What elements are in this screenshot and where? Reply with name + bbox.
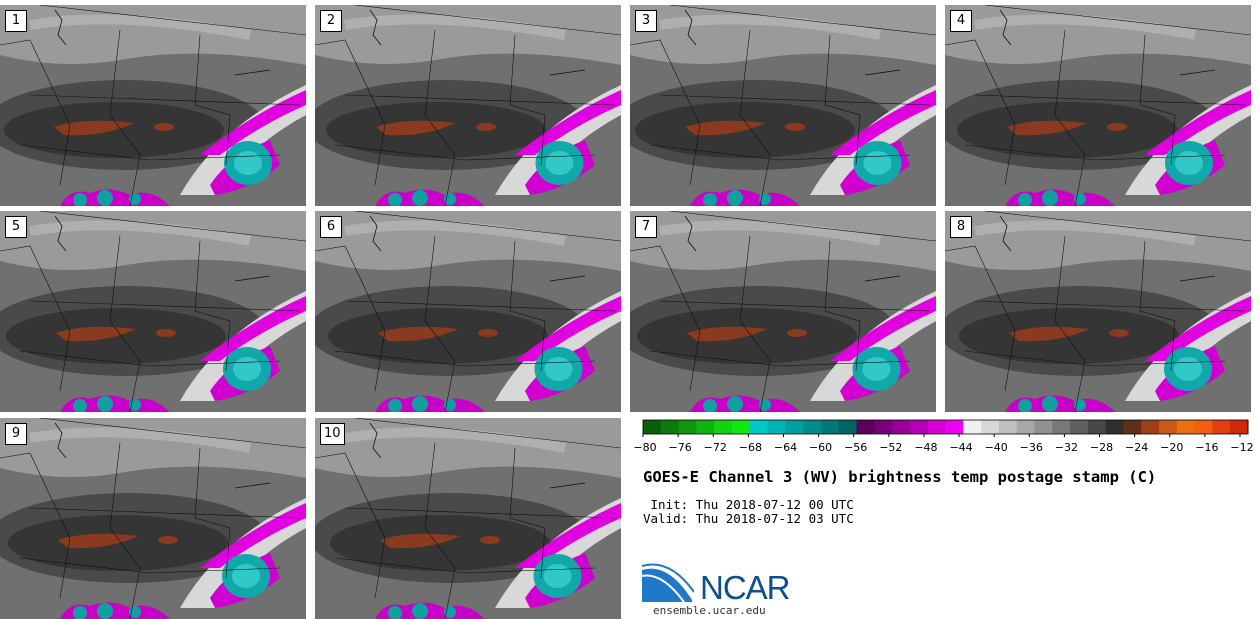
colorbar-swatch bbox=[643, 420, 662, 434]
colorbar-swatch bbox=[803, 420, 822, 434]
valid-time: Valid: Thu 2018-07-12 03 UTC bbox=[643, 511, 854, 526]
colorbar-swatch bbox=[963, 420, 982, 434]
colorbar-swatch bbox=[927, 420, 946, 434]
member-number-label: 4 bbox=[950, 10, 972, 32]
postage-stamp-panel: 5 bbox=[0, 211, 306, 412]
colorbar-swatch bbox=[909, 420, 929, 434]
colorbar-tick-label: −72 bbox=[704, 441, 727, 454]
colorbar-swatch bbox=[1194, 420, 1213, 434]
colorbar-tick-label: −56 bbox=[844, 441, 867, 454]
colorbar-swatch bbox=[785, 420, 804, 434]
postage-stamp-panel: 2 bbox=[315, 5, 621, 206]
colorbar-swatch bbox=[1034, 420, 1053, 434]
colorbar-swatch bbox=[1141, 420, 1160, 434]
member-number-label: 6 bbox=[320, 216, 342, 238]
colorbar-tick-label: −52 bbox=[879, 441, 902, 454]
colorbar-tick-label: −24 bbox=[1125, 441, 1148, 454]
colorbar-swatch bbox=[660, 420, 680, 434]
colorbar-swatch bbox=[1230, 420, 1249, 434]
colorbar-swatch bbox=[1105, 420, 1124, 434]
ncar-logo-icon bbox=[642, 563, 694, 603]
colorbar-swatch bbox=[892, 420, 911, 434]
member-number-label: 9 bbox=[5, 423, 27, 445]
colorbar-tick-label: −60 bbox=[809, 441, 832, 454]
site-url: ensemble.ucar.edu bbox=[653, 604, 766, 617]
water-vapor-map bbox=[630, 211, 936, 412]
member-number-label: 1 bbox=[5, 10, 27, 32]
water-vapor-map bbox=[0, 418, 306, 619]
water-vapor-map bbox=[315, 418, 621, 619]
colorbar-tick-label: −68 bbox=[739, 441, 762, 454]
colorbar-tick-label: −48 bbox=[914, 441, 937, 454]
colorbar-swatch bbox=[945, 420, 964, 434]
colorbar-tick-label: −16 bbox=[1195, 441, 1218, 454]
colorbar-tick-label: −44 bbox=[949, 441, 972, 454]
postage-stamp-panel: 8 bbox=[945, 211, 1251, 412]
postage-stamp-panel: 9 bbox=[0, 418, 306, 619]
colorbar-tick-label: −76 bbox=[669, 441, 692, 454]
colorbar-swatch bbox=[767, 420, 786, 434]
colorbar-swatch bbox=[678, 420, 697, 434]
postage-stamp-panel: 10 bbox=[315, 418, 621, 619]
colorbar-swatch bbox=[1016, 420, 1035, 434]
init-time: Init: Thu 2018-07-12 00 UTC bbox=[643, 497, 854, 512]
member-number-label: 7 bbox=[635, 216, 657, 238]
colorbar-swatch bbox=[1087, 420, 1107, 434]
member-number-label: 3 bbox=[635, 10, 657, 32]
colorbar-swatch bbox=[998, 420, 1018, 434]
colorbar-swatch bbox=[838, 420, 858, 434]
chart-title: GOES-E Channel 3 (WV) brightness temp po… bbox=[643, 468, 1157, 486]
colorbar-swatch bbox=[1052, 420, 1071, 434]
water-vapor-map bbox=[315, 211, 621, 412]
colorbar-swatch bbox=[731, 420, 751, 434]
postage-stamp-panel: 7 bbox=[630, 211, 936, 412]
water-vapor-map bbox=[0, 211, 306, 412]
colorbar-swatch bbox=[749, 420, 769, 434]
colorbar-swatch bbox=[1159, 420, 1178, 434]
colorbar-tick-label: −64 bbox=[774, 441, 797, 454]
postage-stamp-panel: 4 bbox=[945, 5, 1251, 206]
colorbar-tick-label: −28 bbox=[1090, 441, 1113, 454]
colorbar-swatch bbox=[1212, 420, 1231, 434]
colorbar-swatch bbox=[856, 420, 875, 434]
colorbar-tick-label: −12 bbox=[1230, 441, 1253, 454]
colorbar-tick-label: −40 bbox=[985, 441, 1008, 454]
member-number-label: 10 bbox=[320, 423, 345, 445]
member-number-label: 2 bbox=[320, 10, 342, 32]
colorbar-swatch bbox=[1176, 420, 1196, 434]
member-number-label: 5 bbox=[5, 216, 27, 238]
water-vapor-map bbox=[315, 5, 621, 206]
water-vapor-map bbox=[0, 5, 306, 206]
colorbar-swatch bbox=[714, 420, 733, 434]
ncar-logo-text: NCAR bbox=[700, 569, 791, 606]
colorbar-tick-label: −80 bbox=[633, 441, 656, 454]
postage-stamp-panel: 6 bbox=[315, 211, 621, 412]
postage-stamp-panel: 1 bbox=[0, 5, 306, 206]
colorbar-tick-label: −36 bbox=[1020, 441, 1043, 454]
colorbar: −80 −76 −72 −68 −64 −60 −56 −52 −48 −44 −40 −36 −32−… bbox=[633, 419, 1258, 460]
colorbar-swatch bbox=[981, 420, 1000, 434]
colorbar-tick-label: −20 bbox=[1160, 441, 1183, 454]
colorbar-swatch bbox=[820, 420, 840, 434]
colorbar-swatch bbox=[696, 420, 715, 434]
colorbar-swatch bbox=[1123, 420, 1142, 434]
water-vapor-map bbox=[945, 211, 1251, 412]
water-vapor-map bbox=[945, 5, 1251, 206]
colorbar-swatch bbox=[874, 420, 893, 434]
water-vapor-map bbox=[630, 5, 936, 206]
postage-stamp-panel: 3 bbox=[630, 5, 936, 206]
member-number-label: 8 bbox=[950, 216, 972, 238]
colorbar-swatch bbox=[1070, 420, 1089, 434]
colorbar-tick-label: −32 bbox=[1055, 441, 1078, 454]
